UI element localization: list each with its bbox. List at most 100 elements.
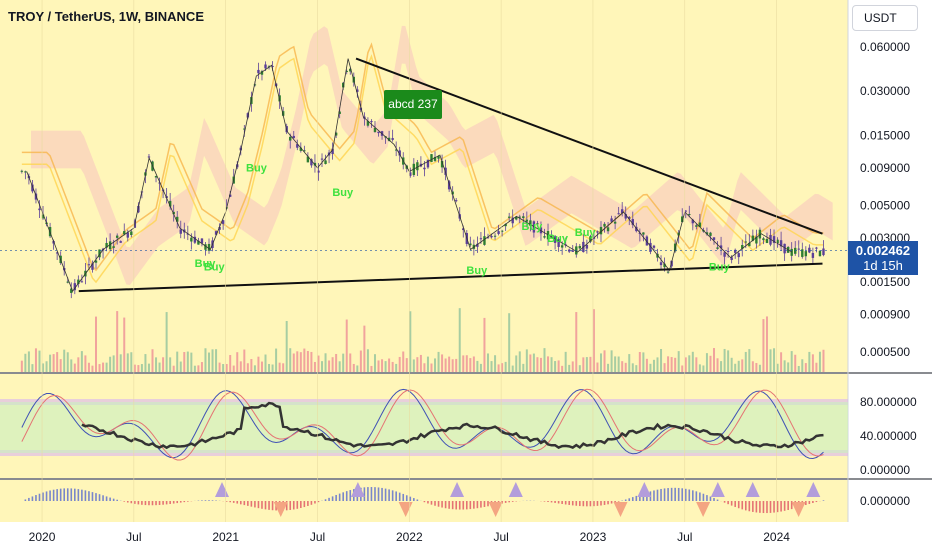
- volume-bar: [243, 349, 246, 372]
- price-candle-body: [331, 148, 334, 154]
- price-candle-body: [688, 214, 691, 216]
- volume-bar: [356, 365, 359, 372]
- histogram-bar: [137, 501, 140, 505]
- histogram-bar: [600, 501, 602, 506]
- volume-bar: [409, 311, 412, 372]
- price-candle-body: [642, 232, 645, 235]
- resistance-trendline: [355, 57, 823, 235]
- histogram-bar: [342, 492, 344, 501]
- volume-bar: [137, 365, 140, 372]
- volume-bar: [144, 354, 147, 372]
- histogram-bar: [469, 501, 472, 510]
- histogram-bar: [126, 501, 129, 503]
- price-candle-body: [218, 227, 221, 230]
- histogram-bar: [324, 499, 327, 501]
- histogram-bar: [773, 501, 775, 513]
- price-candle-body: [684, 210, 687, 212]
- price-candle-body: [529, 220, 532, 226]
- price-candle-body: [423, 167, 426, 170]
- volume-bar: [105, 362, 108, 372]
- histogram-bar: [815, 501, 818, 503]
- histogram-bar: [81, 489, 83, 501]
- volume-bar: [628, 354, 631, 372]
- volume-bar: [691, 351, 694, 372]
- histogram-bar: [582, 501, 585, 507]
- currency-button[interactable]: USDT: [852, 5, 918, 31]
- volume-bar: [479, 363, 482, 372]
- price-candle-body: [719, 245, 723, 249]
- histogram-bar: [95, 493, 97, 501]
- histogram-bar: [123, 501, 126, 502]
- histogram-bar: [586, 501, 588, 507]
- volume-bar: [727, 350, 730, 372]
- volume-bar: [151, 349, 154, 372]
- price-axis-tick-label: 0.060000: [860, 40, 910, 54]
- histogram-bar: [790, 501, 793, 510]
- oscillator-axis-tick-label: 40.000000: [860, 429, 917, 443]
- volume-bar: [345, 319, 348, 372]
- oscillator-axis-tick-label: 80.000000: [860, 395, 917, 409]
- volume-bar: [52, 354, 55, 372]
- buy-signal-label: Buy: [575, 227, 597, 239]
- volume-bar: [529, 354, 532, 372]
- price-candle-body: [486, 237, 490, 239]
- histogram-bar: [692, 490, 694, 501]
- histogram-bar: [568, 501, 571, 505]
- price-candle-body: [73, 283, 77, 291]
- histogram-bar: [713, 498, 715, 501]
- price-candle-body: [659, 262, 663, 266]
- histogram-bar: [614, 501, 616, 503]
- price-candle-body: [483, 236, 486, 245]
- price-candle-body: [613, 221, 617, 224]
- histogram-bar: [247, 501, 249, 506]
- volume-bar: [448, 356, 451, 372]
- volume-bar: [229, 355, 232, 372]
- volume-bar: [716, 358, 719, 372]
- volume-bar: [253, 365, 256, 372]
- volume-bar: [296, 351, 299, 372]
- histogram-bar: [571, 501, 574, 506]
- histogram-bar: [158, 501, 161, 506]
- price-candle-body: [292, 135, 295, 139]
- volume-bar: [554, 361, 557, 372]
- last-price-tag: 0.002462 1d 15h: [848, 241, 918, 275]
- histogram-bar: [151, 501, 154, 506]
- histogram-bar: [31, 496, 34, 501]
- volume-bar: [34, 348, 37, 372]
- price-candle-body: [200, 238, 204, 244]
- price-candle-body: [77, 279, 80, 285]
- volume-bar: [561, 365, 564, 372]
- volume-bar: [109, 356, 112, 372]
- histogram-axis-tick-label: 0.000000: [860, 494, 910, 508]
- price-candle-body: [733, 249, 737, 253]
- volume-bar: [437, 351, 440, 372]
- histogram-bar: [822, 500, 825, 501]
- volume-bar: [384, 361, 387, 372]
- price-candle-body: [130, 231, 133, 236]
- histogram-bar: [543, 501, 546, 502]
- histogram-bar: [165, 501, 168, 505]
- volume-bar: [321, 361, 324, 372]
- volume-bar: [557, 360, 560, 372]
- price-candle-body: [296, 144, 299, 148]
- volume-bar: [197, 365, 200, 372]
- volume-bar: [804, 363, 807, 372]
- volume-bar: [405, 358, 408, 372]
- volume-bar: [208, 352, 211, 372]
- price-candle-body: [310, 159, 313, 166]
- price-candle-body: [695, 225, 698, 227]
- price-candle-body: [455, 200, 458, 202]
- volume-bar: [688, 355, 691, 372]
- volume-bar: [317, 355, 320, 372]
- price-candle-body: [783, 243, 786, 254]
- volume-bar: [391, 361, 394, 372]
- price-candle-body: [765, 239, 769, 244]
- volume-bar: [564, 351, 567, 372]
- histogram-bar: [487, 501, 489, 507]
- histogram-bar: [427, 501, 429, 504]
- price-candle-body: [349, 68, 352, 72]
- histogram-bar: [268, 501, 270, 510]
- volume-bar: [335, 353, 338, 372]
- histogram-bar: [723, 501, 726, 503]
